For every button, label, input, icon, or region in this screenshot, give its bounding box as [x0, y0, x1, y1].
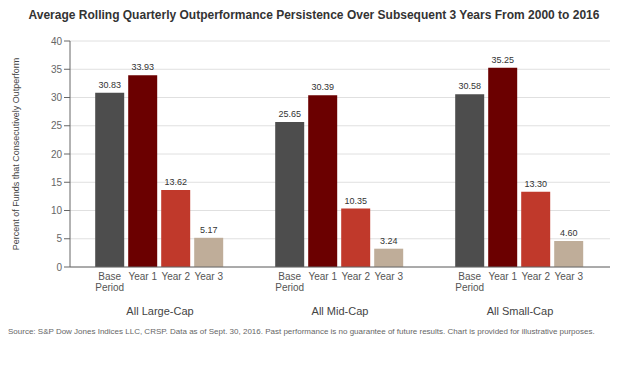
- svg-text:10.35: 10.35: [344, 196, 367, 206]
- svg-text:5: 5: [56, 233, 62, 244]
- svg-text:13.62: 13.62: [164, 177, 187, 187]
- svg-text:33.93: 33.93: [131, 62, 154, 72]
- svg-text:3.24: 3.24: [380, 236, 398, 246]
- svg-text:4.60: 4.60: [560, 228, 578, 238]
- svg-text:BasePeriod: BasePeriod: [95, 271, 124, 293]
- svg-text:Year 1: Year 1: [128, 271, 157, 282]
- svg-text:Year 1: Year 1: [308, 271, 337, 282]
- svg-text:20: 20: [51, 149, 63, 160]
- svg-text:Year 2: Year 2: [161, 271, 190, 282]
- svg-text:30.58: 30.58: [458, 81, 481, 91]
- svg-text:30: 30: [51, 92, 63, 103]
- svg-text:35: 35: [51, 64, 63, 75]
- svg-text:10: 10: [51, 205, 63, 216]
- svg-text:Year 3: Year 3: [194, 271, 223, 282]
- svg-text:0: 0: [56, 262, 62, 273]
- html-text:Source: S&P Dow Jones Indices: Source: S&P Dow Jones Indices LLC, CRSP.…: [8, 327, 595, 336]
- svg-text:13.30: 13.30: [524, 179, 547, 189]
- svg-text:15: 15: [51, 177, 63, 188]
- svg-text:30.83: 30.83: [98, 80, 121, 90]
- svg-text:Year 2: Year 2: [521, 271, 550, 282]
- svg-text:40: 40: [51, 36, 63, 47]
- svg-text:All Small-Cap: All Small-Cap: [487, 305, 554, 317]
- svg-text:Percent of Funds that Consecut: Percent of Funds that Consecutively Outp…: [11, 58, 21, 251]
- svg-text:All Large-Cap: All Large-Cap: [126, 305, 193, 317]
- svg-text:Year 3: Year 3: [554, 271, 583, 282]
- svg-text:5.17: 5.17: [200, 225, 218, 235]
- svg-text:BasePeriod: BasePeriod: [275, 271, 304, 293]
- svg-text:25: 25: [51, 120, 63, 131]
- svg-text:Year 3: Year 3: [374, 271, 403, 282]
- html-text:Average Rolling Quarterly Outp: Average Rolling Quarterly Outperformance…: [28, 8, 600, 22]
- svg-text:Year 2: Year 2: [341, 271, 370, 282]
- svg-text:30.39: 30.39: [311, 82, 334, 92]
- svg-text:25.65: 25.65: [278, 109, 301, 119]
- svg-text:BasePeriod: BasePeriod: [455, 271, 484, 293]
- svg-text:All Mid-Cap: All Mid-Cap: [312, 305, 369, 317]
- svg-text:Year 1: Year 1: [488, 271, 517, 282]
- svg-text:35.25: 35.25: [491, 55, 514, 65]
